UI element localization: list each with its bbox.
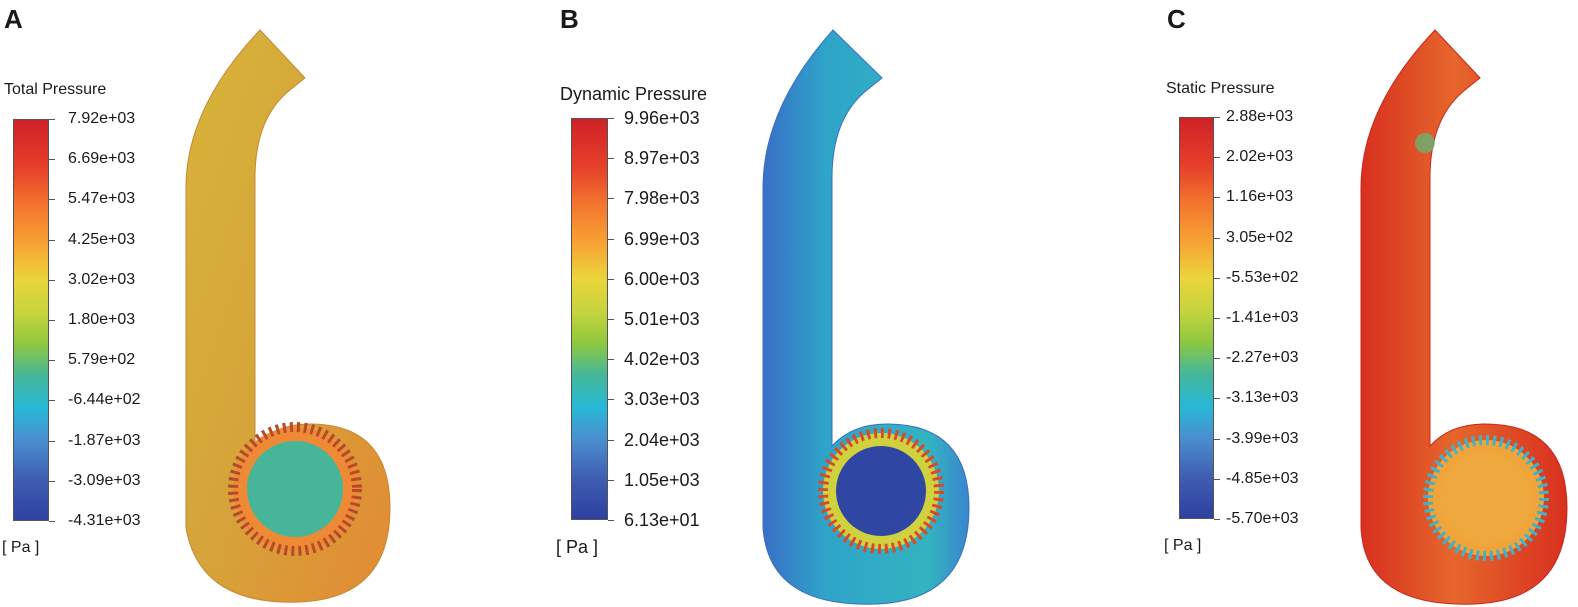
colorbar-tick-label: 4.02e+03 bbox=[624, 349, 700, 369]
colorbar-tick bbox=[49, 320, 55, 321]
colorbar-tick-label: 2.04e+03 bbox=[624, 430, 700, 450]
colorbar-tick bbox=[1214, 439, 1220, 440]
colorbar-tick bbox=[1214, 278, 1220, 279]
colorbar-tick-label: 1.16e+03 bbox=[1226, 188, 1294, 205]
colorbar-tick-label: 7.98e+03 bbox=[624, 188, 700, 208]
colorbar-tick-label: -5.53e+02 bbox=[1226, 269, 1299, 286]
colorbar-tick bbox=[1214, 117, 1220, 118]
colorbar-tick-label: 2.02e+03 bbox=[1226, 148, 1294, 165]
colorbar-tick-label: 1.05e+03 bbox=[624, 470, 700, 490]
colorbar-tick bbox=[608, 399, 614, 400]
colorbar-tick-label: 3.05e+02 bbox=[1226, 229, 1294, 246]
colorbar-tick bbox=[1214, 519, 1220, 520]
legend-title-c: Static Pressure bbox=[1166, 80, 1275, 97]
colorbar-tick-label: 5.79e+02 bbox=[68, 351, 136, 368]
colorbar-tick bbox=[49, 240, 55, 241]
colorbar-tick bbox=[608, 279, 614, 280]
unit-label-b: [ Pa ] bbox=[556, 537, 599, 557]
panel-a: A Total Pressure [ Pa ] 7.92e+03 6.69e+03… bbox=[0, 0, 520, 607]
colorbar-tick-label: -2.27e+03 bbox=[1226, 349, 1299, 366]
legend-title-a: Total Pressure bbox=[4, 81, 107, 98]
colorbar-tick bbox=[49, 441, 55, 442]
colorbar-tick-label: -1.87e+03 bbox=[68, 432, 141, 449]
colorbar-tick-label: 3.03e+03 bbox=[624, 389, 700, 409]
colorbar-tick-label: -4.31e+03 bbox=[68, 512, 141, 529]
colorbar-tick bbox=[608, 520, 614, 521]
volute-contour-c bbox=[1360, 29, 1568, 605]
colorbar-tick bbox=[608, 118, 614, 119]
colorbar-tick-label: 3.02e+03 bbox=[68, 271, 136, 288]
colorbar-tick-label: 5.47e+03 bbox=[68, 190, 136, 207]
colorbar-tick bbox=[49, 521, 55, 522]
panel-letter-c: C bbox=[1167, 4, 1186, 34]
panel-letter-b: B bbox=[560, 4, 579, 34]
colorbar-tick-label: 6.00e+03 bbox=[624, 269, 700, 289]
volute-contour-b bbox=[762, 29, 970, 605]
volute-contour-a bbox=[185, 29, 391, 603]
colorbar-tick bbox=[1214, 157, 1220, 158]
colorbar-tick-label: 5.01e+03 bbox=[624, 309, 700, 329]
colorbar-tick bbox=[1214, 358, 1220, 359]
colorbar-tick bbox=[49, 360, 55, 361]
colorbar-tick bbox=[608, 359, 614, 360]
colorbar-tick bbox=[49, 119, 55, 120]
colorbar-tick-label: -3.09e+03 bbox=[68, 472, 141, 489]
colorbar-tick bbox=[49, 199, 55, 200]
colorbar-tick bbox=[49, 280, 55, 281]
colorbar-tick bbox=[49, 400, 55, 401]
colorbar-tick-label: -5.70e+03 bbox=[1226, 510, 1299, 527]
colorbar-tick-label: -6.44e+02 bbox=[68, 391, 141, 408]
colorbar-tick-label: 8.97e+03 bbox=[624, 148, 700, 168]
panel-c: C Static Pressure [ Pa ] 2.88e+03 2.02e+0… bbox=[1040, 0, 1578, 607]
colorbar-tick-label: -3.13e+03 bbox=[1226, 389, 1299, 406]
panel-letter-a: A bbox=[4, 4, 23, 34]
colorbar-tick bbox=[608, 440, 614, 441]
colorbar-tick-label: 9.96e+03 bbox=[624, 108, 700, 128]
colorbar-tick-label: -3.99e+03 bbox=[1226, 430, 1299, 447]
colorbar-tick-label: -4.85e+03 bbox=[1226, 470, 1299, 487]
colorbar-tick-label: 7.92e+03 bbox=[68, 110, 136, 127]
colorbar-tick bbox=[1214, 479, 1220, 480]
colorbar-tick bbox=[1214, 197, 1220, 198]
colorbar-tick bbox=[49, 159, 55, 160]
colorbar-tick bbox=[608, 319, 614, 320]
colorbar-tick-label: 1.80e+03 bbox=[68, 311, 136, 328]
colorbar-a bbox=[13, 119, 49, 521]
colorbar-tick bbox=[608, 239, 614, 240]
colorbar-tick-label: 4.25e+03 bbox=[68, 231, 136, 248]
colorbar-tick bbox=[49, 481, 55, 482]
colorbar-tick-label: 6.69e+03 bbox=[68, 150, 136, 167]
colorbar-c bbox=[1179, 117, 1214, 519]
colorbar-tick bbox=[608, 480, 614, 481]
colorbar-tick-label: 6.13e+01 bbox=[624, 510, 700, 530]
colorbar-tick-label: 2.88e+03 bbox=[1226, 108, 1294, 125]
unit-label-a: [ Pa ] bbox=[2, 539, 40, 556]
colorbar-tick bbox=[1214, 398, 1220, 399]
panel-b: B Dynamic Pressure [ Pa ] 9.96e+03 8.97e+… bbox=[520, 0, 1040, 607]
colorbar-tick bbox=[1214, 238, 1220, 239]
unit-label-c: [ Pa ] bbox=[1164, 537, 1202, 554]
colorbar-tick bbox=[608, 158, 614, 159]
colorbar-tick-label: -1.41e+03 bbox=[1226, 309, 1299, 326]
colorbar-b bbox=[571, 118, 608, 520]
colorbar-tick-label: 6.99e+03 bbox=[624, 229, 700, 249]
legend-title-b: Dynamic Pressure bbox=[560, 84, 708, 104]
colorbar-tick bbox=[608, 198, 614, 199]
colorbar-tick bbox=[1214, 318, 1220, 319]
